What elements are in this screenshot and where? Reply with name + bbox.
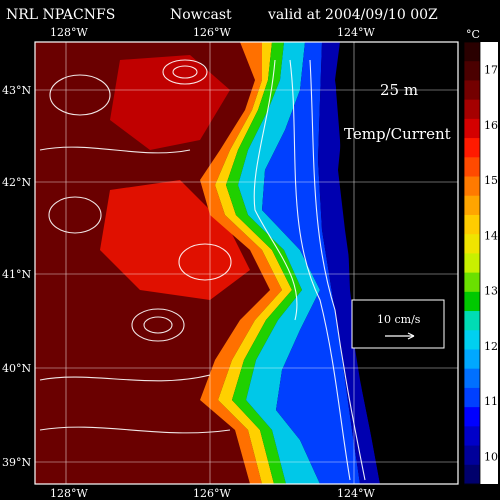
- colorbar-swatch: [464, 407, 480, 427]
- bottom-lon-tick: 124°W: [337, 487, 375, 500]
- colorbar-swatch: [464, 157, 480, 178]
- lat-tick: 43°N: [2, 84, 31, 97]
- top-lon-tick: 126°W: [193, 26, 231, 39]
- bottom-lon-tick: 128°W: [50, 487, 88, 500]
- colorbar-tick-label: 16: [484, 119, 498, 132]
- depth-label: 25 m: [380, 81, 418, 99]
- lat-lon-grid: [35, 42, 458, 484]
- map-panel: [34, 41, 459, 485]
- lat-tick: 40°N: [2, 362, 31, 375]
- colorbar-swatch: [464, 464, 480, 485]
- colorbar-swatch: [464, 118, 480, 139]
- colorbar-tick-label: 12: [484, 340, 498, 353]
- bottom-lon-tick: 126°W: [193, 487, 231, 500]
- valid-time-label: valid at 2004/09/10 00Z: [267, 7, 438, 23]
- colorbar-swatch: [464, 234, 480, 254]
- colorbar-swatch: [464, 272, 480, 293]
- colorbar-swatch: [464, 330, 480, 350]
- colorbar-swatch: [464, 138, 480, 158]
- colorbar-swatch: [464, 368, 480, 389]
- colorbar-swatch: [464, 445, 480, 466]
- colorbar-tick-label: 14: [484, 229, 498, 242]
- colorbar-swatch: [464, 61, 480, 81]
- top-lon-tick: 128°W: [50, 26, 88, 39]
- lat-tick: 41°N: [2, 268, 31, 281]
- current-streamlines: [39, 59, 366, 481]
- sst-blue-coastal: [262, 42, 360, 484]
- colorbar-tick-label: 13: [484, 285, 498, 298]
- colorbar-swatch: [464, 195, 480, 216]
- vector-scale-legend: 10 cm/s: [351, 299, 445, 349]
- sst-yellow-band: [215, 42, 292, 484]
- colorbar-tick-label: 15: [484, 174, 498, 187]
- colorbar-swatch: [464, 253, 480, 274]
- colorbar-swatch: [464, 176, 480, 197]
- colorbar-swatch: [464, 291, 480, 312]
- colorbar-swatch: [464, 349, 480, 370]
- colorbar: °C 17 16 15 14 13 12 11 10: [463, 28, 498, 485]
- colorbar-unit: °C: [466, 28, 480, 41]
- sst-hot-patch-north: [110, 55, 230, 150]
- colorbar-tick-label: 17: [484, 64, 498, 77]
- colorbar-swatch: [464, 42, 480, 62]
- land-coastline: [336, 42, 458, 484]
- run-type-label: Nowcast: [170, 7, 232, 23]
- colorbar-tick-label: 11: [484, 395, 498, 408]
- sst-green-band: [226, 42, 302, 484]
- colorbar-swatch: [464, 311, 480, 331]
- colorbar-tick-label: 10: [484, 450, 498, 463]
- model-title: NRL NPACNFS: [6, 7, 115, 23]
- colorbar-swatch: [464, 426, 480, 447]
- colorbar-swatch: [464, 214, 480, 235]
- colorbar-swatch: [464, 80, 480, 101]
- field-label: Temp/Current: [344, 125, 451, 143]
- colorbar-swatch: [464, 387, 480, 408]
- lat-tick: 42°N: [2, 176, 31, 189]
- sst-cyan-region: [238, 42, 320, 484]
- vector-scale-label: 10 cm/s: [377, 313, 421, 326]
- top-lon-tick: 124°W: [337, 26, 375, 39]
- lat-tick: 39°N: [2, 456, 31, 469]
- sst-hot-patch-mid: [100, 180, 250, 300]
- sst-orange-band: [200, 42, 282, 484]
- colorbar-swatch: [464, 99, 480, 120]
